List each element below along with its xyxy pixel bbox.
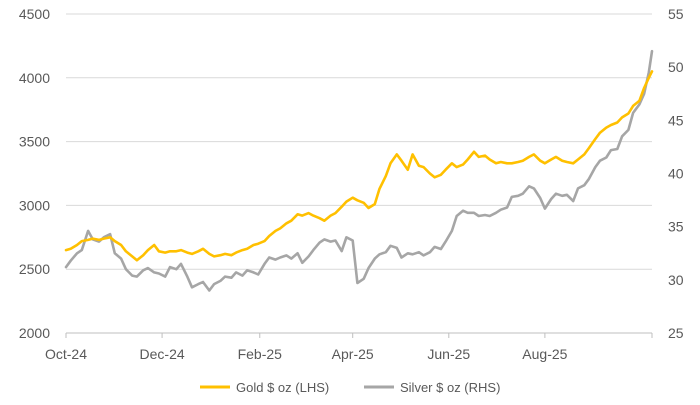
y-left-tick-label: 4000 (19, 70, 50, 86)
x-tick-label: Oct-24 (45, 346, 87, 362)
y-right-tick-label: 45 (668, 112, 684, 128)
tick-labels: Oct-24 Dec-24 Feb-25 Apr-25 Jun-25 Aug-25 2000… (19, 6, 684, 362)
y-right-tick-label: 55 (668, 6, 684, 22)
legend-gold-label: Gold $ oz (LHS) (236, 380, 329, 395)
legend: Gold $ oz (LHS) Silver $ oz (RHS) (200, 380, 500, 395)
y-left-tick-label: 3000 (19, 197, 50, 213)
y-right-tick-label: 40 (668, 166, 684, 182)
y-left-tick-label: 2500 (19, 261, 50, 277)
series-layer (64, 49, 654, 292)
x-tick-label: Dec-24 (140, 346, 185, 362)
x-tick-label: Aug-25 (522, 346, 567, 362)
x-tick-label: Feb-25 (238, 346, 283, 362)
y-left-tick-label: 2000 (19, 325, 50, 341)
gold-series-line (64, 70, 654, 262)
y-right-tick-label: 30 (668, 272, 684, 288)
gridlines (66, 13, 652, 270)
y-left-tick-label: 4500 (19, 6, 50, 22)
silver-series-line (64, 49, 654, 292)
legend-silver-label: Silver $ oz (RHS) (400, 380, 500, 395)
axes (65, 332, 653, 338)
x-tick-label: Jun-25 (427, 346, 470, 362)
y-right-tick-label: 50 (668, 59, 684, 75)
x-tick-label: Apr-25 (332, 346, 374, 362)
y-left-tick-label: 3500 (19, 134, 50, 150)
y-right-tick-label: 25 (668, 325, 684, 341)
y-right-tick-label: 35 (668, 219, 684, 235)
